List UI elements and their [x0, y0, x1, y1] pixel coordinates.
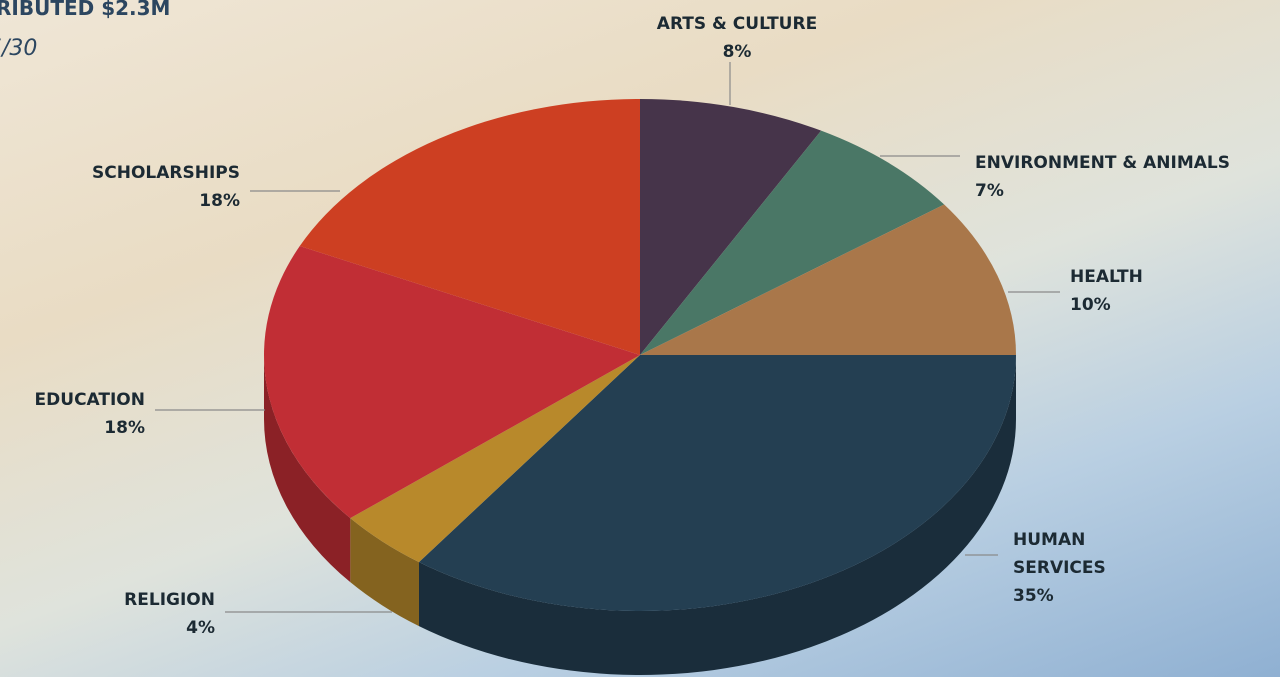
slice: [640, 99, 822, 355]
slice: [640, 130, 945, 355]
value-label: 35%: [1013, 586, 1054, 606]
slice-side: [264, 355, 351, 583]
slice-side: [418, 355, 1016, 676]
value-label: 18%: [199, 191, 240, 211]
slice: [263, 246, 640, 519]
category-name: RELIGION: [124, 590, 215, 610]
slice-label: ARTS & CULTURE 8%: [637, 10, 837, 66]
slice: [350, 355, 640, 563]
slice-label: RELIGION 4%: [95, 586, 215, 642]
slice-label: HEALTH 10%: [1070, 263, 1220, 319]
category-name: ARTS & CULTURE: [656, 14, 818, 34]
value-label: 7%: [975, 181, 1004, 201]
value-label: 4%: [186, 618, 215, 638]
value-label: 18%: [104, 418, 145, 438]
slice-label: SCHOLARSHIPS 18%: [40, 159, 240, 215]
slice: [640, 204, 1016, 355]
value-label: 8%: [722, 42, 752, 62]
slice-side: [350, 518, 419, 627]
category-name: HUMAN SERVICES: [1013, 530, 1106, 578]
subtitle: 5/30: [0, 36, 38, 61]
value-label: 10%: [1070, 295, 1111, 315]
slice: [299, 99, 640, 355]
slice-label: EDUCATION 18%: [5, 386, 145, 442]
slice: [418, 355, 1016, 611]
leader-lines: [155, 62, 1060, 613]
title: RIBUTED $2.3M: [0, 0, 171, 20]
category-name: ENVIRONMENT & ANIMALS: [975, 153, 1230, 173]
category-name: EDUCATION: [34, 390, 145, 410]
slice-label: ENVIRONMENT & ANIMALS 7%: [975, 149, 1275, 205]
slice-label: HUMAN SERVICES 35%: [1013, 526, 1123, 610]
category-name: SCHOLARSHIPS: [92, 163, 240, 183]
category-name: HEALTH: [1070, 267, 1143, 287]
